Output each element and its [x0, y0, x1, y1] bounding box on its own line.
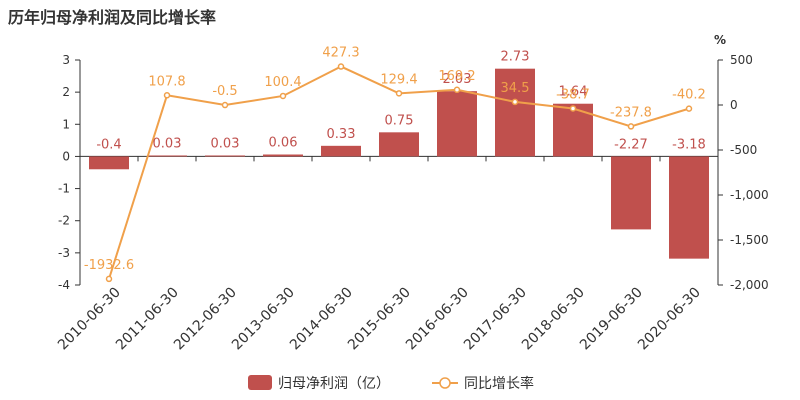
line-value-label: 100.4: [264, 75, 301, 90]
right-axis-unit: %: [714, 33, 726, 47]
line-point: [511, 98, 519, 106]
bar-value-label: 0.33: [327, 127, 356, 142]
line-point: [105, 275, 113, 283]
legend-label-bar: 归母净利润（亿）: [278, 375, 390, 392]
line-value-label: 107.8: [148, 74, 185, 89]
y-tick-label-left: 0: [62, 149, 70, 163]
line-value-label: 169.2: [438, 69, 475, 84]
bar-series: [89, 68, 709, 259]
bar-value-label: -3.18: [672, 137, 706, 152]
data-labels: -0.4 0.03 0.03 0.06 0.33 0.75 2.03 2.73 1.64 -2.2…: [84, 46, 706, 273]
line-point: [337, 63, 345, 70]
y-tick-label-right: 500: [730, 53, 753, 67]
legend: 归母净利润（亿） 同比增长率: [248, 375, 534, 392]
bar-value-label: -2.27: [614, 137, 648, 152]
line-value-label: -38.7: [556, 87, 590, 102]
line-point: [221, 101, 229, 109]
bar-value-label: 0.06: [269, 136, 298, 151]
line-value-label: 34.5: [501, 81, 530, 96]
line-value-label: -40.2: [672, 88, 706, 103]
line-point: [453, 86, 461, 94]
bar: [321, 145, 361, 157]
line-point: [163, 92, 171, 99]
y-tick-label-left: -4: [58, 278, 70, 292]
line-point: [569, 105, 577, 112]
line-point: [685, 105, 693, 112]
y-tick-label-left: -3: [58, 246, 70, 260]
y-tick-label-left: -2: [58, 214, 70, 228]
line-series: [105, 63, 693, 283]
line-value-label: -237.8: [610, 105, 652, 120]
x-tick-label: 2020-06-30: [635, 285, 704, 354]
bar: [263, 154, 303, 157]
line-point: [627, 123, 635, 130]
legend-swatch-point: [439, 377, 451, 389]
bar-value-label: 0.03: [153, 136, 182, 151]
line-value-label: 129.4: [380, 72, 417, 87]
bar-value-label: 1.64: [559, 85, 588, 100]
growth-line: [108, 65, 690, 280]
chart-title: 历年归母净利润及同比增长率: [8, 8, 217, 27]
bar: [89, 156, 129, 170]
legend-label-line: 同比增长率: [464, 375, 534, 392]
y-tick-label-left: 2: [62, 85, 70, 99]
bar-value-label: 0.75: [385, 113, 414, 128]
y-tick-label-right: -2,000: [730, 278, 769, 292]
bar: [205, 155, 245, 157]
line-point: [395, 90, 403, 97]
bar: [147, 155, 187, 157]
y-tick-label-right: -500: [730, 143, 757, 157]
bar: [611, 156, 651, 230]
bar-value-label: 2.73: [501, 50, 530, 65]
y-tick-label-right: -1,500: [730, 233, 769, 247]
y-tick-label-right: 0: [730, 98, 738, 112]
y-tick-label-right: -1,000: [730, 188, 769, 202]
y-tick-label-left: 1: [62, 117, 70, 131]
line-value-label: 427.3: [322, 46, 359, 61]
line-value-label: -0.5: [212, 84, 237, 99]
bar-value-label: 0.03: [211, 136, 240, 151]
bar: [669, 156, 709, 259]
bar: [495, 68, 535, 157]
y-tick-label-left: -1: [58, 182, 70, 196]
bar-value-label: 2.03: [443, 72, 472, 87]
y-tick-label-left: 3: [62, 53, 70, 67]
legend-swatch-bar: [248, 375, 272, 390]
line-point: [279, 92, 287, 100]
bar: [379, 132, 419, 157]
line-value-label: -1932.6: [84, 258, 134, 273]
bar-value-label: -0.4: [96, 137, 121, 152]
bar: [437, 91, 477, 157]
